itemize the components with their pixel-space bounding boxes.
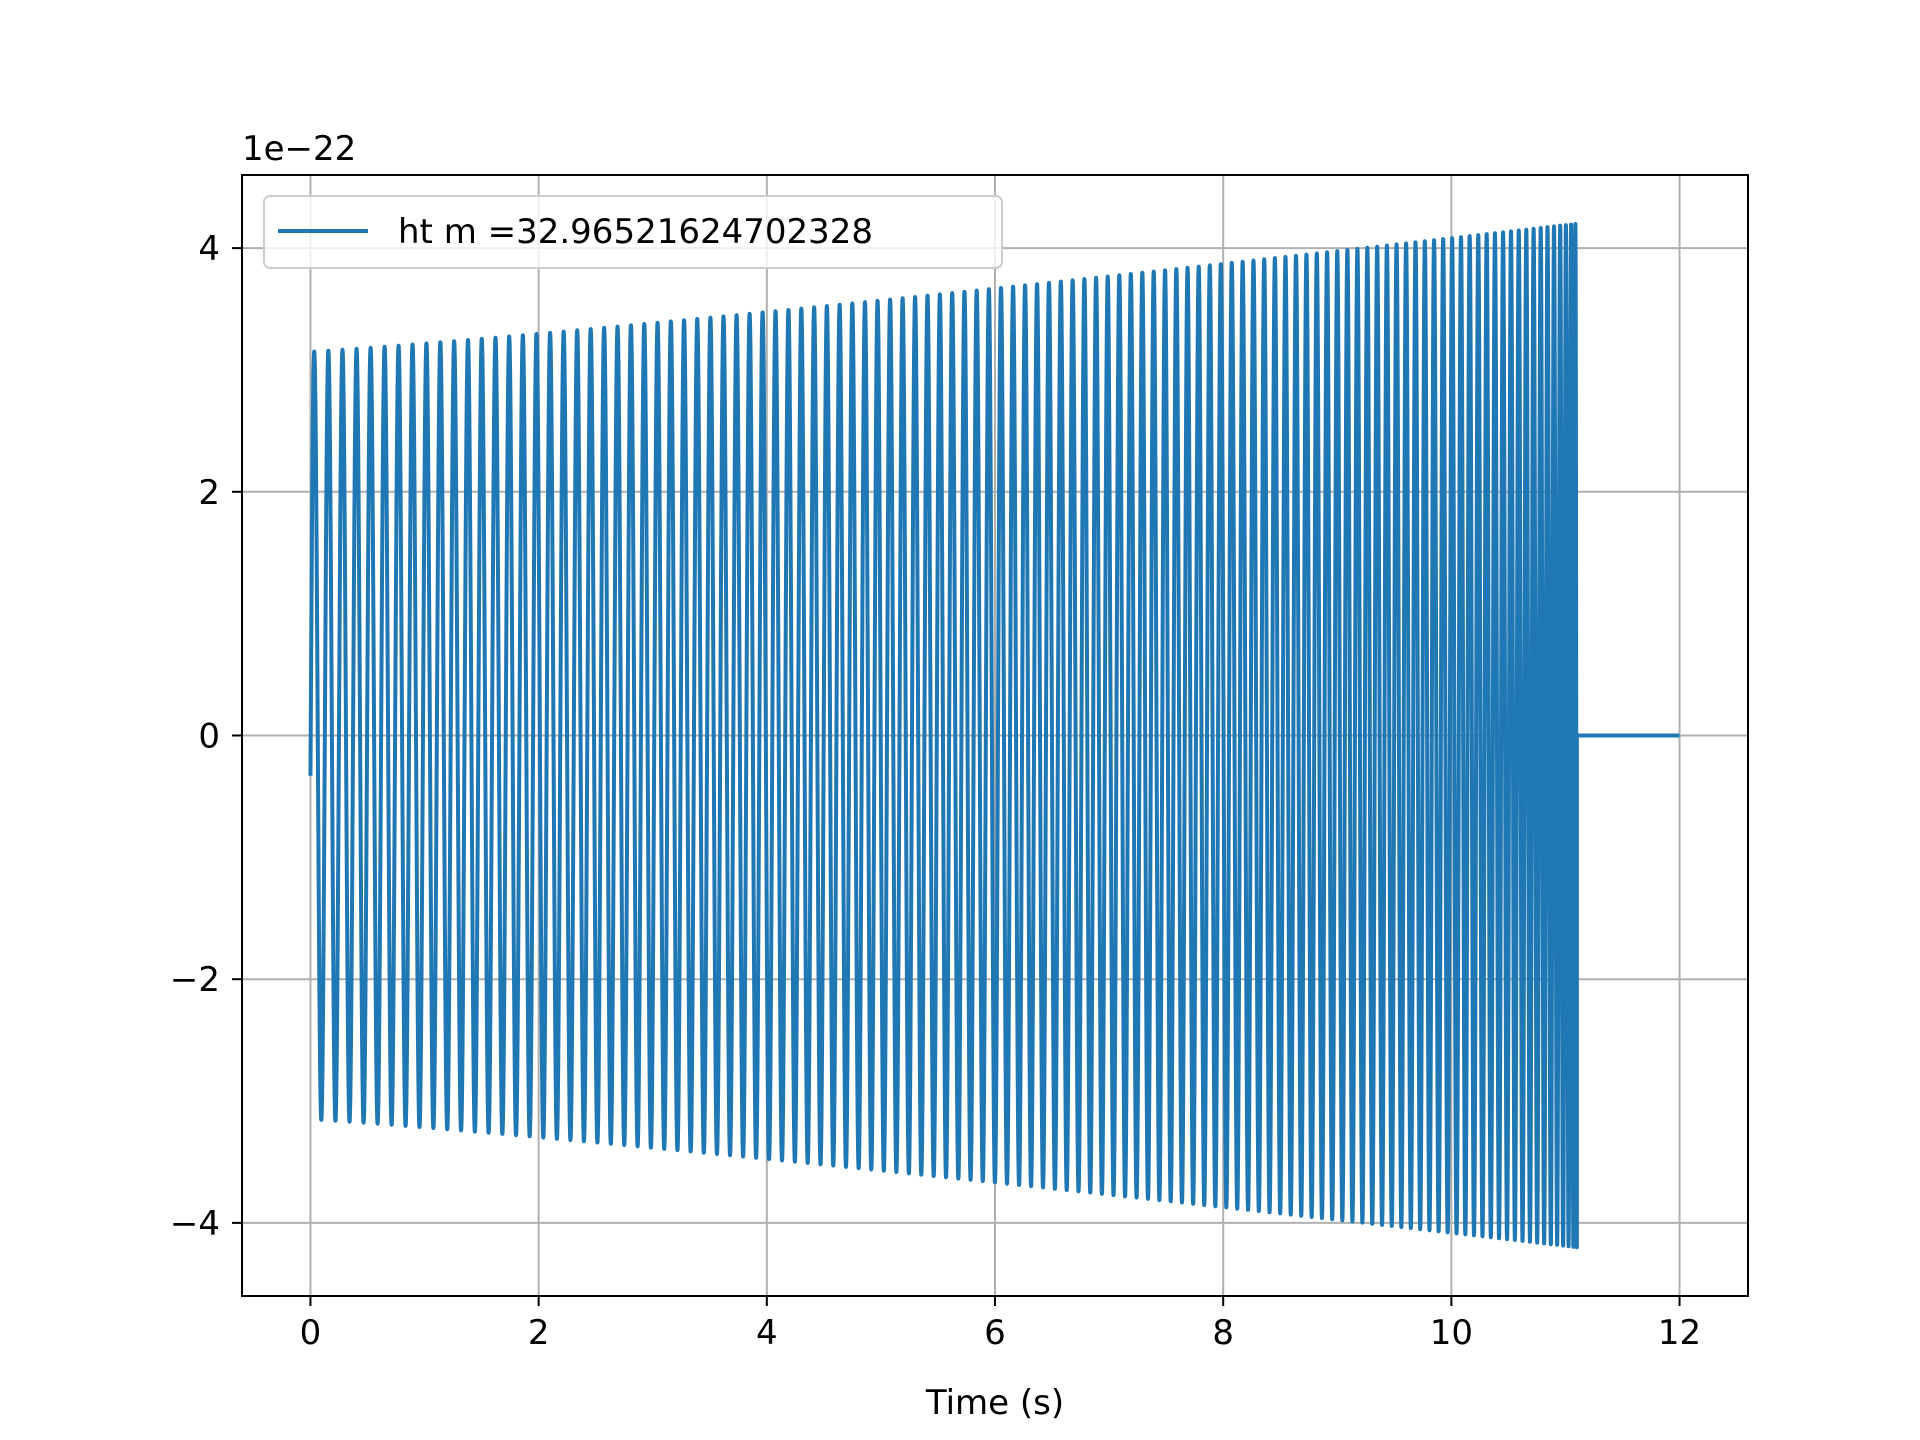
x-tick-label: 8 [1212, 1313, 1234, 1353]
x-tick-label: 4 [756, 1313, 778, 1353]
x-tick-label: 12 [1658, 1313, 1701, 1353]
series-line-ht [308, 222, 1680, 1250]
x-tick-label: 0 [300, 1313, 322, 1353]
x-axis-label: Time (s) [925, 1383, 1064, 1423]
legend-box [263, 195, 1003, 269]
y-tick-label: 0 [198, 717, 220, 757]
x-tick-label: 2 [528, 1313, 550, 1353]
y-tick-label: 2 [198, 473, 220, 513]
x-tick-label: 6 [984, 1313, 1006, 1353]
y-tick-label: −4 [170, 1204, 220, 1244]
legend: ht m =32.96521624702328 [263, 195, 1003, 269]
legend-entry-label: ht m =32.96521624702328 [398, 212, 873, 252]
x-tick-label: 10 [1430, 1313, 1473, 1353]
y-tick-label: 4 [198, 229, 220, 269]
y-axis-offset-text: 1e−22 [242, 129, 356, 169]
y-tick-label: −2 [170, 960, 220, 1000]
